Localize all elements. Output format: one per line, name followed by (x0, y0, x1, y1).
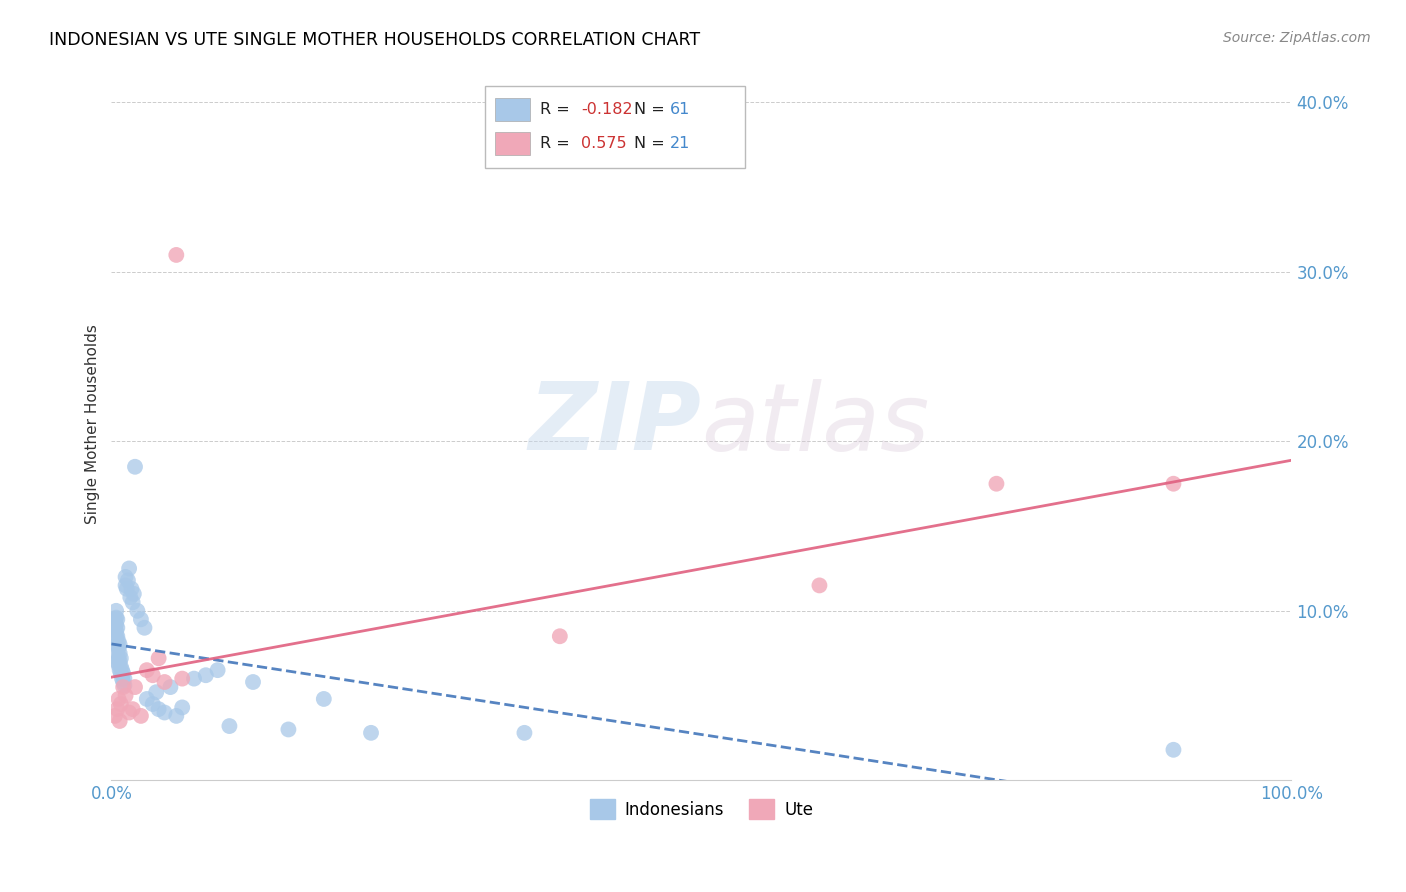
Point (105, 629, 128, 643)
Point (277, 723, 299, 737)
Point (107, 658, 129, 673)
Point (135, 663, 157, 677)
Point (105, 612, 128, 626)
Text: 21: 21 (669, 136, 690, 151)
Point (808, 578, 831, 592)
Point (120, 591, 142, 605)
Point (108, 714, 131, 728)
Point (207, 663, 229, 677)
Point (110, 659, 132, 673)
Point (1163, 476, 1185, 491)
Point (105, 604, 128, 618)
Text: 0.575: 0.575 (581, 136, 627, 151)
Point (242, 675, 264, 690)
Point (134, 621, 156, 635)
Point (105, 655, 128, 669)
Point (513, 726, 536, 740)
Text: N =: N = (634, 136, 671, 151)
Point (986, 476, 1008, 491)
Point (112, 672, 135, 686)
Point (110, 697, 132, 711)
Point (121, 582, 143, 596)
Point (110, 651, 132, 665)
Point (108, 663, 131, 677)
Point (183, 672, 205, 686)
Point (111, 672, 134, 686)
Point (127, 604, 149, 618)
Point (105, 621, 128, 635)
Point (105, 646, 128, 660)
Text: INDONESIAN VS UTE SINGLE MOTHER HOUSEHOLDS CORRELATION CHART: INDONESIAN VS UTE SINGLE MOTHER HOUSEHOL… (49, 31, 700, 49)
FancyBboxPatch shape (485, 87, 745, 169)
Text: R =: R = (540, 103, 575, 118)
Point (108, 638, 131, 652)
Point (172, 700, 194, 714)
Point (142, 697, 165, 711)
Point (360, 726, 382, 740)
Point (124, 459, 146, 474)
Point (105, 610, 128, 624)
Point (114, 689, 136, 703)
Point (110, 666, 132, 681)
Point (104, 709, 127, 723)
Point (105, 624, 128, 639)
Point (104, 612, 127, 626)
Point (312, 692, 335, 706)
Point (114, 578, 136, 592)
Point (129, 612, 152, 626)
Point (118, 561, 141, 575)
Point (548, 629, 571, 643)
Point (118, 706, 141, 720)
Point (129, 709, 152, 723)
Point (148, 651, 170, 665)
Point (165, 248, 187, 262)
Point (159, 680, 181, 694)
Point (148, 702, 170, 716)
Text: atlas: atlas (702, 379, 929, 470)
Point (153, 706, 176, 720)
Point (111, 663, 134, 677)
Text: Source: ZipAtlas.com: Source: ZipAtlas.com (1223, 31, 1371, 45)
FancyBboxPatch shape (495, 98, 530, 121)
Point (124, 680, 146, 694)
Point (142, 668, 165, 682)
Point (112, 675, 135, 690)
Point (121, 702, 143, 716)
Point (135, 692, 157, 706)
Point (104, 621, 127, 635)
Legend: Indonesians, Ute: Indonesians, Ute (583, 793, 820, 825)
Point (107, 651, 129, 665)
Point (122, 587, 145, 601)
Point (218, 719, 240, 733)
Point (108, 646, 131, 660)
Point (112, 666, 135, 681)
Point (105, 629, 128, 643)
Point (105, 617, 128, 632)
Point (194, 668, 217, 682)
Point (107, 634, 129, 648)
Text: N =: N = (634, 103, 671, 118)
Point (112, 680, 135, 694)
Point (121, 595, 143, 609)
Point (117, 574, 139, 588)
Text: R =: R = (540, 136, 575, 151)
Point (1163, 743, 1185, 757)
Point (107, 641, 129, 656)
FancyBboxPatch shape (495, 132, 530, 154)
Point (105, 702, 128, 716)
Y-axis label: Single Mother Households: Single Mother Households (86, 325, 100, 524)
Point (108, 655, 131, 669)
Point (112, 678, 135, 692)
Point (114, 570, 136, 584)
Text: 61: 61 (669, 103, 690, 118)
Point (115, 582, 138, 596)
Point (172, 672, 194, 686)
Text: -0.182: -0.182 (581, 103, 633, 118)
Text: ZIP: ZIP (529, 378, 702, 470)
Point (107, 692, 129, 706)
Point (165, 709, 187, 723)
Point (145, 685, 167, 699)
Point (105, 638, 128, 652)
Point (153, 675, 176, 690)
